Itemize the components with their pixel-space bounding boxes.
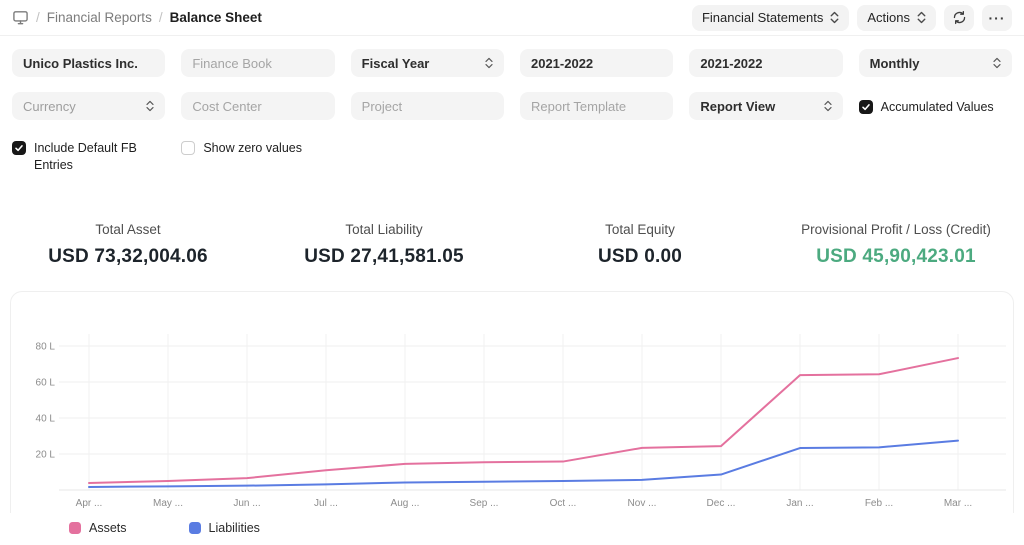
- accumulated-values-checkbox[interactable]: Accumulated Values: [858, 92, 1012, 120]
- updown-chevron-icon: [830, 11, 839, 24]
- periodicity-select[interactable]: Monthly: [858, 49, 1012, 77]
- updown-chevron-icon: [146, 100, 154, 112]
- show-zero-values-label: Show zero values: [203, 141, 302, 155]
- report-filters: Fiscal Year Monthly Currency Report View: [0, 36, 1024, 174]
- fiscal-year-label: Fiscal Year: [361, 55, 430, 71]
- currency-select[interactable]: Currency: [12, 92, 166, 120]
- breadcrumb-separator: /: [36, 10, 40, 25]
- svg-text:May ...: May ...: [153, 498, 183, 509]
- finance-book-input[interactable]: [181, 49, 335, 77]
- svg-text:Feb ...: Feb ...: [865, 498, 893, 509]
- topbar-actions: Financial Statements Actions: [691, 4, 1012, 31]
- checkbox-unchecked-icon[interactable]: [181, 141, 196, 155]
- legend-item-liabilities: Liabilities: [188, 520, 260, 535]
- more-menu-button[interactable]: ···: [982, 4, 1012, 31]
- svg-text:Dec ...: Dec ...: [707, 498, 736, 509]
- summary-card-total-equity: Total Equity USD 0.00: [512, 222, 768, 268]
- legend-label: Assets: [89, 520, 127, 535]
- summary-label: Provisional Profit / Loss (Credit): [801, 221, 991, 237]
- summary-value: USD 45,90,423.01: [816, 245, 976, 267]
- actions-label: Actions: [867, 10, 910, 25]
- svg-text:Apr ...: Apr ...: [76, 498, 103, 509]
- financial-statements-button[interactable]: Financial Statements: [691, 4, 850, 31]
- financial-statements-label: Financial Statements: [701, 10, 824, 25]
- refresh-icon: [952, 10, 967, 25]
- breadcrumb-separator: /: [158, 10, 163, 25]
- summary-card-total-liability: Total Liability USD 27,41,581.05: [256, 222, 512, 268]
- from-fiscal-year-input[interactable]: [519, 49, 674, 77]
- svg-text:Nov ...: Nov ...: [628, 498, 657, 509]
- project-input[interactable]: [350, 92, 504, 120]
- breadcrumb: / Financial Reports / Balance Sheet: [12, 9, 262, 26]
- actions-button[interactable]: Actions: [857, 4, 936, 31]
- include-default-fb-label: Include Default FB Entries: [34, 141, 137, 172]
- updown-chevron-icon: [917, 11, 926, 24]
- svg-text:Aug ...: Aug ...: [391, 498, 420, 509]
- assets-swatch-icon: [69, 521, 81, 534]
- svg-text:60 L: 60 L: [36, 377, 56, 388]
- currency-label: Currency: [23, 98, 76, 114]
- refresh-button[interactable]: [944, 4, 974, 31]
- chart-legend: Assets Liabilities: [69, 521, 1013, 535]
- page-title: Balance Sheet: [169, 10, 262, 25]
- checkbox-checked-icon[interactable]: [858, 100, 873, 114]
- svg-text:80 L: 80 L: [36, 341, 56, 352]
- summary-value: USD 73,32,004.06: [48, 245, 208, 267]
- legend-item-assets: Assets: [69, 521, 127, 535]
- updown-chevron-icon: [993, 57, 1001, 69]
- accumulated-values-label: Accumulated Values: [880, 100, 994, 114]
- summary-card-total-asset: Total Asset USD 73,32,004.06: [0, 222, 256, 268]
- fiscal-year-select[interactable]: Fiscal Year: [350, 49, 504, 77]
- report-view-select[interactable]: Report View: [689, 92, 843, 120]
- breadcrumb-financial-reports[interactable]: Financial Reports: [46, 10, 152, 25]
- balance-chart: 20 L 40 L 60 L 80 L Apr ... May ... Jun ... Jul…: [36, 333, 1006, 509]
- cost-center-input[interactable]: [181, 92, 335, 120]
- svg-text:Jun ...: Jun ...: [233, 498, 260, 509]
- svg-text:Jul ...: Jul ...: [314, 498, 338, 509]
- monitor-icon: [12, 9, 29, 26]
- summary-label: Total Asset: [95, 221, 161, 237]
- top-navbar: / Financial Reports / Balance Sheet Fina…: [0, 0, 1024, 36]
- svg-text:40 L: 40 L: [36, 413, 56, 424]
- svg-text:Sep ...: Sep ...: [470, 498, 499, 509]
- summary-label: Total Liability: [345, 221, 423, 237]
- summary-value: USD 27,41,581.05: [304, 245, 464, 267]
- svg-text:20 L: 20 L: [36, 449, 56, 460]
- show-zero-values-checkbox[interactable]: Show zero values: [181, 135, 334, 174]
- updown-chevron-icon: [824, 100, 832, 112]
- periodicity-label: Monthly: [869, 55, 920, 71]
- report-view-label: Report View: [700, 98, 776, 114]
- svg-text:Mar ...: Mar ...: [944, 498, 972, 509]
- report-template-input[interactable]: [519, 92, 674, 120]
- legend-label: Liabilities: [208, 520, 260, 535]
- summary-label: Total Equity: [605, 221, 675, 237]
- include-default-fb-checkbox[interactable]: Include Default FB Entries: [12, 135, 165, 174]
- company-input[interactable]: [12, 49, 166, 77]
- report-summary: Total Asset USD 73,32,004.06 Total Liabi…: [0, 222, 1024, 268]
- svg-text:Oct ...: Oct ...: [550, 498, 577, 509]
- checkbox-checked-icon[interactable]: [12, 141, 26, 155]
- to-fiscal-year-input[interactable]: [689, 49, 843, 77]
- svg-text:Jan ...: Jan ...: [786, 498, 813, 509]
- liabilities-swatch-icon: [188, 521, 201, 534]
- ellipsis-icon: ···: [988, 9, 1006, 26]
- chart-card: 20 L 40 L 60 L 80 L Apr ... May ... Jun ... Jul…: [10, 290, 1014, 535]
- summary-card-provisional-profit: Provisional Profit / Loss (Credit) USD 4…: [768, 222, 1024, 268]
- summary-value: USD 0.00: [598, 245, 682, 267]
- updown-chevron-icon: [485, 57, 493, 69]
